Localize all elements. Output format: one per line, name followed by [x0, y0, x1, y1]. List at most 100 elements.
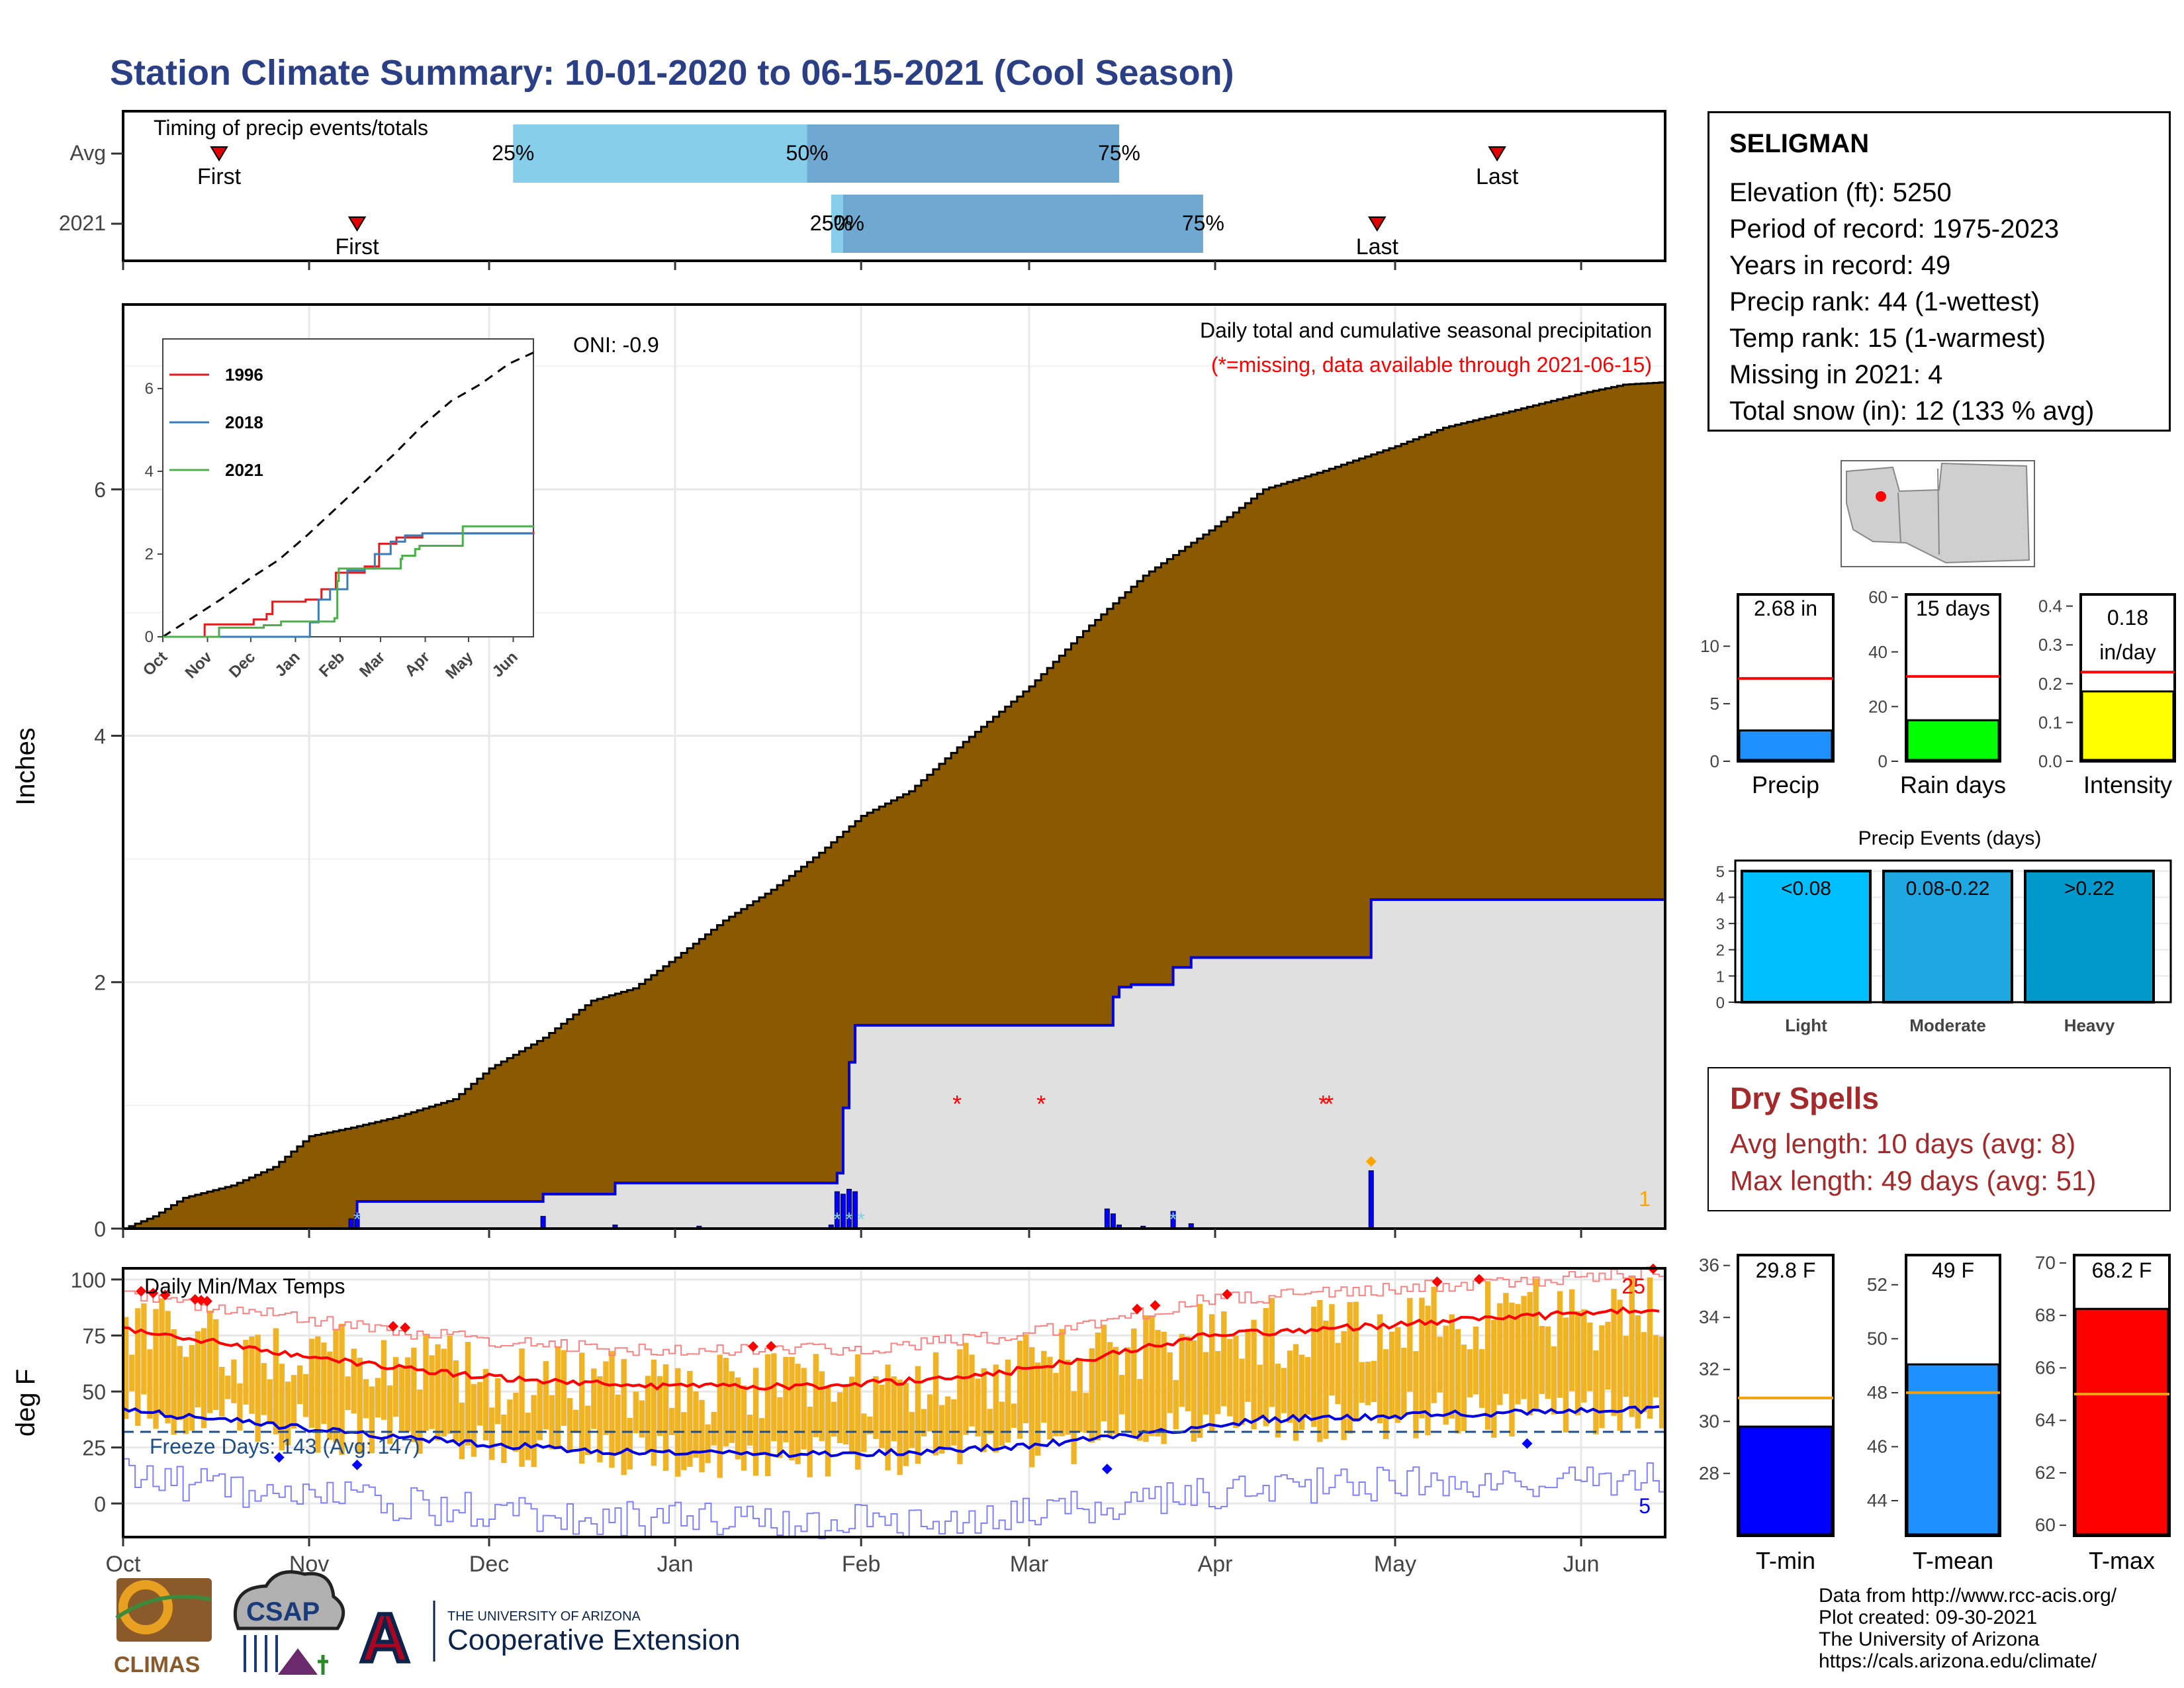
timing-p75-label: 75% [1182, 211, 1224, 235]
temp-bar-value: 29.8 F [1756, 1258, 1816, 1282]
temp-daily-bar [441, 1348, 447, 1437]
temp-daily-bar [777, 1397, 783, 1458]
month-label: Feb [842, 1552, 881, 1577]
summary-bar-tick-label: 52 [1867, 1274, 1888, 1295]
temp-daily-bar [212, 1319, 219, 1411]
timing-marker [1488, 146, 1506, 162]
temp-daily-bar [645, 1376, 651, 1453]
temp-daily-bar [1509, 1302, 1515, 1437]
temp-daily-bar [603, 1361, 609, 1435]
info-line-missing: Missing in 2021: 4 [1729, 360, 1943, 389]
summary-bar-label: T-max [2089, 1547, 2155, 1574]
missing-note: (*=missing, data available through 2021-… [1211, 353, 1652, 377]
temp-daily-bar [1125, 1347, 1131, 1432]
month-label: Jun [1563, 1552, 1600, 1577]
temp-record-high-line [123, 1266, 1665, 1356]
temp-daily-bar [1101, 1325, 1107, 1421]
temp-summary-panel: 28 30 32 34 36 T-min 29.8 F 44 46 48 50 52 T-mean 49 … [1699, 1252, 2171, 1574]
record-marker [1365, 1156, 1377, 1167]
freeze-days-label: Freeze Days: 143 (Avg: 147) [150, 1434, 420, 1458]
temp-daily-bar [879, 1384, 885, 1448]
temp-daily-bar [842, 1383, 849, 1445]
precip-events-tick-label: 0 [1716, 994, 1725, 1012]
temp-daily-bar [1023, 1334, 1029, 1423]
summary-bar-tick-label: 0 [1710, 751, 1719, 771]
temp-daily-bar [705, 1424, 711, 1464]
temp-daily-bar [909, 1411, 915, 1448]
temp-daily-bar [1118, 1374, 1125, 1415]
temp-daily-bar [1047, 1356, 1053, 1440]
temp-daily-bar [633, 1391, 639, 1434]
temp-daily-bar [729, 1371, 735, 1443]
temp-daily-bar [123, 1317, 129, 1419]
temp-y-tick-label: 0 [94, 1492, 106, 1516]
temp-daily-bar [1497, 1303, 1503, 1405]
inset-avg-line [162, 352, 534, 638]
month-label: Apr [1198, 1552, 1233, 1577]
temp-daily-bar [1569, 1289, 1575, 1391]
oni-label: ONI: -0.9 [573, 333, 659, 357]
temp-daily-bar [1293, 1344, 1299, 1441]
temp-daily-bar [1263, 1308, 1269, 1427]
record-high-marker [400, 1322, 411, 1333]
summary-bar-tick-label: 20 [1868, 696, 1888, 716]
temp-daily-bar [1539, 1326, 1545, 1394]
info-line-period: Period of record: 1975-2023 [1729, 214, 2060, 244]
record-high-marker [1150, 1299, 1161, 1311]
timing-marker-label: First [336, 234, 380, 259]
summary-bar-tick-label: 0.3 [2038, 635, 2062, 655]
temp-daily-bar [399, 1367, 405, 1431]
temp-daily-bar [519, 1348, 525, 1467]
temp-daily-bar [1161, 1331, 1167, 1444]
main-y-tick-label: 2 [94, 971, 106, 995]
precip-events-label: Moderate [1909, 1015, 1986, 1035]
temp-daily-bar [1035, 1362, 1041, 1456]
temp-daily-bar [1388, 1331, 1395, 1419]
temp-bar-value: 68.2 F [2092, 1258, 2152, 1282]
temp-daily-bar [752, 1368, 759, 1476]
temp-daily-bar [1467, 1349, 1473, 1397]
temp-y-tick-label: 25 [82, 1436, 106, 1460]
timing-marker [347, 216, 367, 232]
temp-daily-bar [1413, 1351, 1419, 1438]
record-high-marker [136, 1286, 147, 1297]
precip-events-tick-label: 1 [1716, 968, 1725, 986]
daily-precip-bar [540, 1215, 546, 1229]
temp-daily-bar [549, 1395, 555, 1450]
temp-daily-bar [206, 1310, 213, 1413]
credit-org: The University of Arizona [1819, 1628, 2040, 1650]
inset-y-tick-label: 0 [145, 628, 154, 646]
temp-daily-bar [531, 1395, 537, 1468]
info-line-precip-rank: Precip rank: 44 (1-wettest) [1729, 287, 2040, 316]
temp-daily-bar [657, 1376, 663, 1436]
temp-daily-bar [1053, 1372, 1059, 1436]
temp-daily-bar [1587, 1322, 1593, 1391]
summary-bar-tick-label: 10 [1700, 636, 1719, 656]
temp-daily-bar [951, 1399, 957, 1446]
temp-daily-bar [1473, 1326, 1479, 1395]
temp-daily-bar [615, 1394, 621, 1453]
temp-daily-bar [903, 1382, 909, 1466]
inset-legend-label: 2018 [225, 412, 263, 432]
temp-daily-bar [915, 1366, 921, 1464]
temp-daily-bar [345, 1376, 351, 1411]
temp-daily-bar [392, 1357, 399, 1417]
temp-daily-bar [435, 1344, 441, 1441]
temp-daily-bar [1431, 1286, 1437, 1403]
timing-p75-label: 75% [1098, 141, 1140, 165]
dry-spells-title: Dry Spells [1730, 1081, 1879, 1115]
record-high-marker [387, 1321, 398, 1332]
temp-daily-bar [351, 1348, 357, 1414]
temp-daily-bar [141, 1303, 147, 1395]
temp-daily-bar [321, 1342, 327, 1425]
temp-daily-bar [1167, 1352, 1173, 1413]
temp-daily-bar [669, 1407, 675, 1435]
main-y-axis-label: Inches [11, 727, 40, 806]
precip-events-title: Precip Events (days) [1858, 827, 2042, 849]
temp-daily-bar [1647, 1277, 1653, 1419]
temp-daily-bar [717, 1354, 723, 1478]
precip-events-label: Light [1785, 1015, 1827, 1035]
